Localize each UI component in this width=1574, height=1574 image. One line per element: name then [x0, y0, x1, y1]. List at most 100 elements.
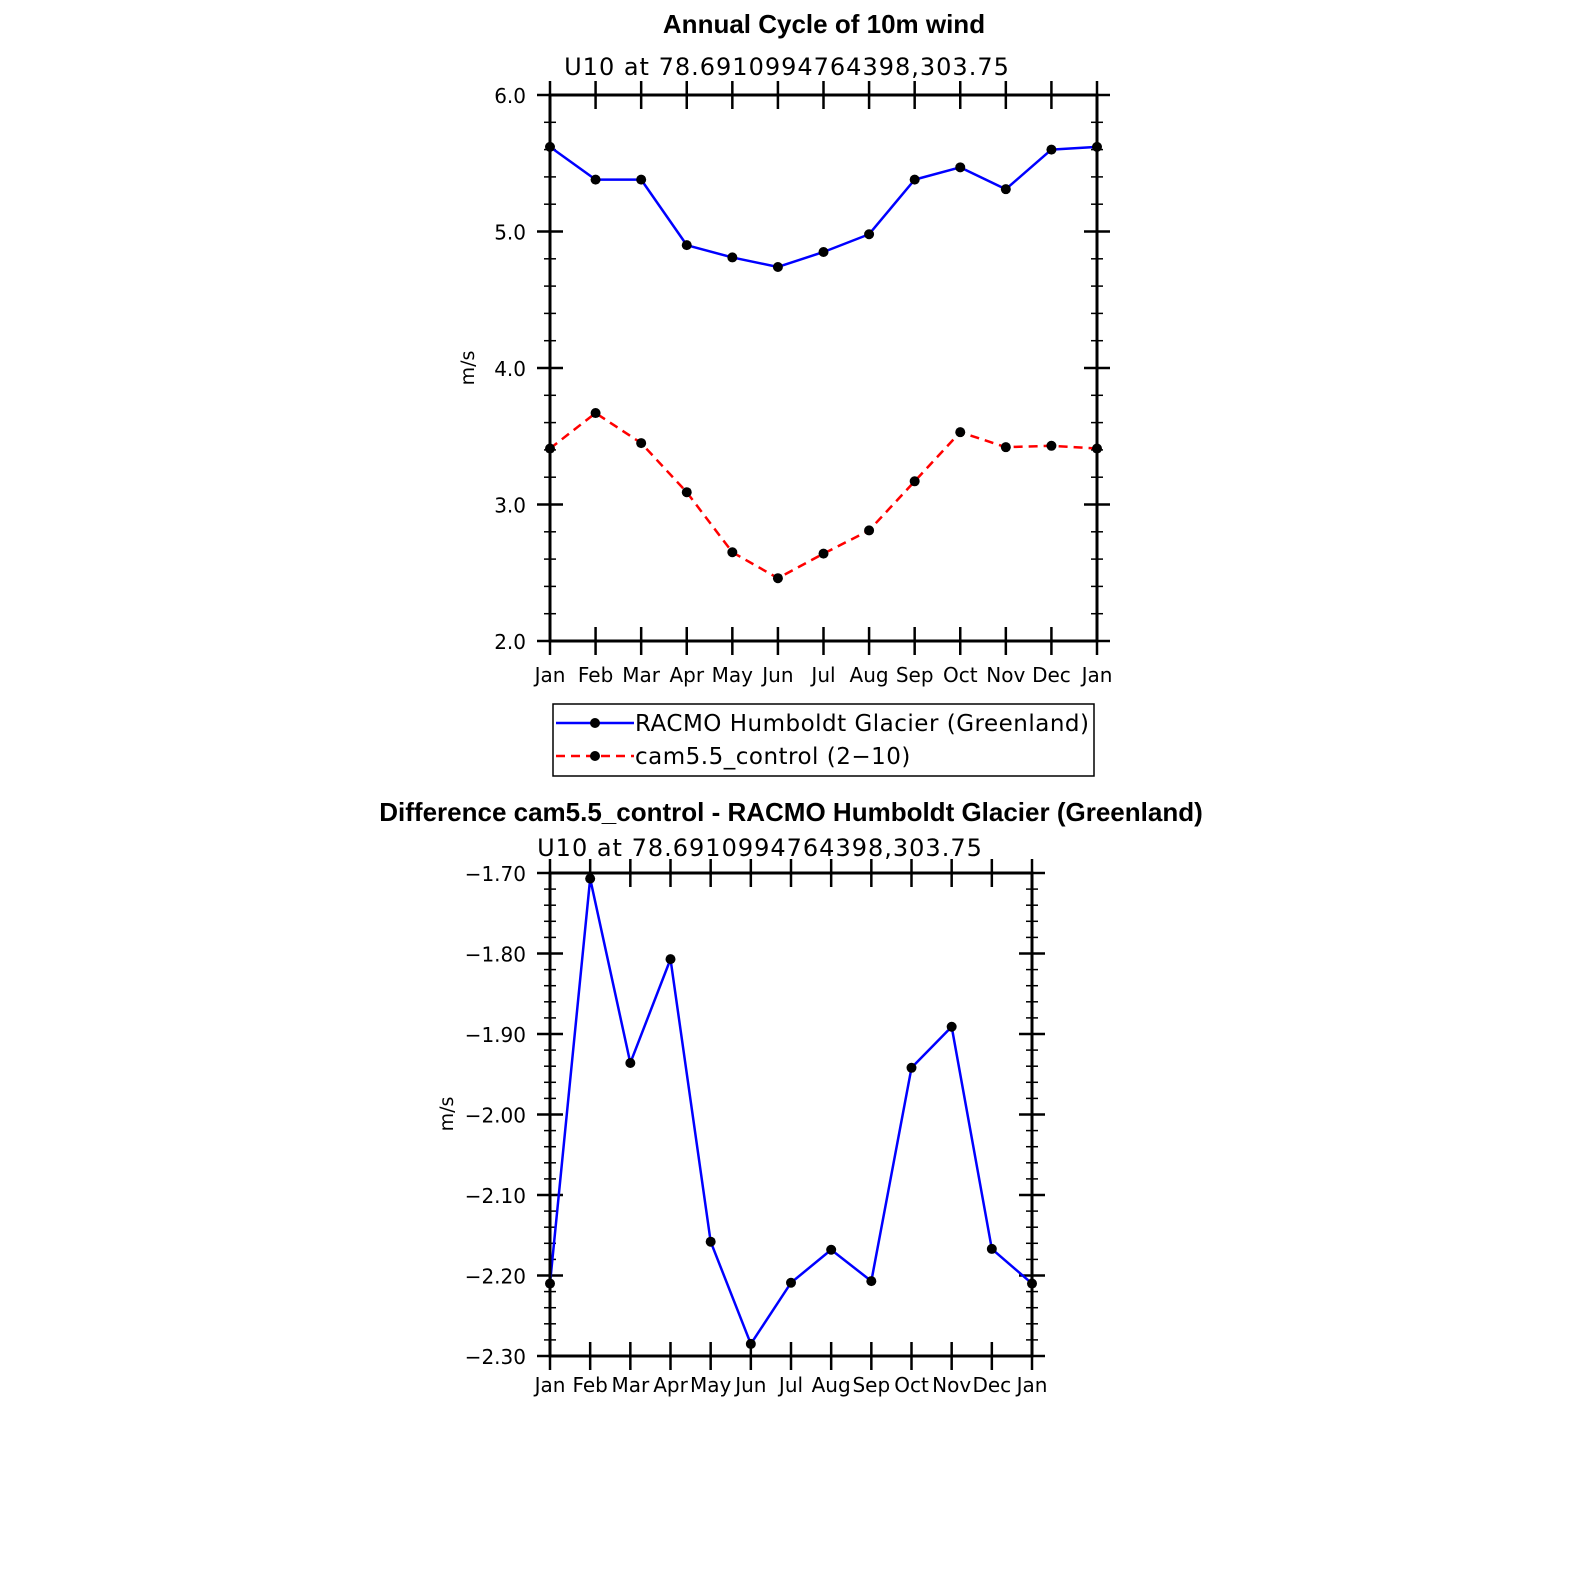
- data-point: [818, 246, 829, 257]
- legend-item-cam55: cam5.5_control (2−10): [556, 744, 911, 770]
- data-point: [681, 487, 692, 498]
- x-tick-label: Jan: [533, 1373, 566, 1397]
- x-tick-label: Jan: [1080, 663, 1113, 687]
- x-tick-label: Jan: [533, 663, 566, 687]
- data-point: [772, 573, 783, 584]
- data-point: [909, 174, 920, 185]
- chart1-series-lines: [549, 145, 1098, 580]
- y-tick-label: −2.10: [465, 1184, 526, 1208]
- data-point: [585, 873, 596, 884]
- data-point: [625, 1057, 636, 1068]
- chart2-subtitle: U10 at 78.6910994764398,303.75: [537, 834, 983, 862]
- y-tick-label: 6.0: [494, 84, 526, 108]
- data-point: [727, 547, 738, 558]
- chart1-subtitle: U10 at 78.6910994764398,303.75: [564, 53, 1010, 81]
- chart1-data-points: [545, 141, 1102, 584]
- chart1-y-tick-labels: 2.0 3.0 4.0 5.0 6.0: [494, 84, 526, 654]
- x-tick-label: Mar: [622, 663, 661, 687]
- x-tick-label: Jun: [760, 663, 793, 687]
- y-tick-label: −2.30: [465, 1345, 526, 1369]
- chart2-plot-frame: [548, 871, 1034, 1358]
- y-tick-label: 2.0: [494, 630, 526, 654]
- legend-marker-racmo: [590, 718, 600, 728]
- x-tick-label: Jul: [809, 663, 835, 687]
- x-tick-label: Jul: [777, 1373, 803, 1397]
- chart2-y-axis-label: m/s: [436, 1097, 458, 1132]
- x-tick-label: Aug: [812, 1373, 851, 1397]
- data-point: [665, 954, 676, 965]
- x-tick-label: Jan: [1015, 1373, 1048, 1397]
- data-point: [786, 1277, 796, 1288]
- data-point: [1046, 144, 1057, 155]
- data-point: [727, 252, 738, 263]
- x-tick-label: Jun: [733, 1373, 766, 1397]
- data-point: [705, 1236, 716, 1247]
- legend-item-racmo: RACMO Humboldt Glacier (Greenland): [556, 711, 1089, 737]
- data-point: [909, 476, 920, 487]
- data-point: [955, 162, 966, 173]
- x-tick-label: Oct: [894, 1373, 929, 1397]
- chart1-y-axis-label: m/s: [457, 351, 479, 386]
- x-tick-label: Feb: [572, 1373, 607, 1397]
- y-tick-label: 4.0: [494, 357, 526, 381]
- chart2-series-lines: [548, 877, 1033, 1346]
- data-point: [826, 1244, 837, 1255]
- data-point: [636, 438, 647, 449]
- chart1-title: Annual Cycle of 10m wind: [663, 9, 985, 39]
- x-tick-label: Nov: [986, 663, 1025, 687]
- chart2-y-tick-labels: −2.30 −2.20 −2.10 −2.00 −1.90 −1.80 −1.70: [465, 862, 526, 1369]
- data-point: [866, 1276, 877, 1287]
- data-point: [772, 261, 783, 272]
- series-line-0: [548, 877, 1033, 1346]
- legend-label-cam55: cam5.5_control (2−10): [635, 744, 911, 770]
- x-tick-label: Dec: [972, 1373, 1011, 1397]
- chart1-ticks: [537, 81, 1110, 655]
- data-point: [906, 1062, 917, 1073]
- difference-chart: Difference cam5.5_control - RACMO Humbol…: [379, 797, 1203, 1397]
- data-point: [864, 525, 875, 536]
- y-tick-label: −2.20: [465, 1265, 526, 1289]
- y-tick-label: 5.0: [494, 221, 526, 245]
- legend-label-racmo: RACMO Humboldt Glacier (Greenland): [635, 711, 1089, 737]
- chart1-x-tick-labels: Jan Feb Mar Apr May Jun Jul Aug Sep Oct Nov Dec Jan: [533, 663, 1113, 687]
- data-point: [1046, 440, 1057, 451]
- x-tick-label: Sep: [852, 1373, 890, 1397]
- chart2-x-tick-labels: Jan Feb Mar Apr May Jun Jul Aug Sep Oct Nov Dec Jan: [533, 1373, 1048, 1397]
- x-tick-label: Dec: [1032, 663, 1071, 687]
- x-tick-label: Sep: [896, 663, 934, 687]
- x-tick-label: Oct: [943, 663, 978, 687]
- legend-marker-cam55: [590, 751, 600, 761]
- data-point: [818, 548, 829, 559]
- data-point: [681, 240, 692, 251]
- data-point: [745, 1338, 756, 1349]
- data-point: [636, 174, 647, 185]
- x-tick-label: Feb: [578, 663, 613, 687]
- data-point: [1000, 184, 1011, 195]
- y-tick-label: −1.90: [465, 1023, 526, 1047]
- chart2-title: Difference cam5.5_control - RACMO Humbol…: [379, 797, 1203, 827]
- data-point: [986, 1243, 997, 1254]
- data-point: [955, 427, 966, 438]
- x-tick-label: Apr: [669, 663, 704, 687]
- y-tick-label: −1.80: [465, 943, 526, 967]
- legend-box: [552, 703, 1095, 777]
- chart2-data-points: [545, 873, 1037, 1349]
- data-point: [590, 174, 601, 185]
- x-tick-label: Nov: [932, 1373, 971, 1397]
- x-tick-label: Apr: [653, 1373, 688, 1397]
- chart1-plot-frame: [548, 93, 1099, 643]
- data-point: [1000, 442, 1011, 453]
- data-point: [590, 408, 601, 419]
- x-tick-label: May: [712, 663, 754, 687]
- annual-cycle-chart: Annual Cycle of 10m wind U10 at 78.69109…: [457, 9, 1113, 777]
- y-tick-label: −2.00: [465, 1104, 526, 1128]
- y-tick-label: 3.0: [494, 494, 526, 518]
- x-tick-label: Aug: [850, 663, 889, 687]
- chart1-legend: RACMO Humboldt Glacier (Greenland) cam5.…: [552, 703, 1095, 777]
- y-tick-label: −1.70: [465, 862, 526, 886]
- x-tick-label: Mar: [611, 1373, 650, 1397]
- x-tick-label: May: [690, 1373, 732, 1397]
- data-point: [864, 229, 875, 240]
- data-point: [946, 1021, 957, 1032]
